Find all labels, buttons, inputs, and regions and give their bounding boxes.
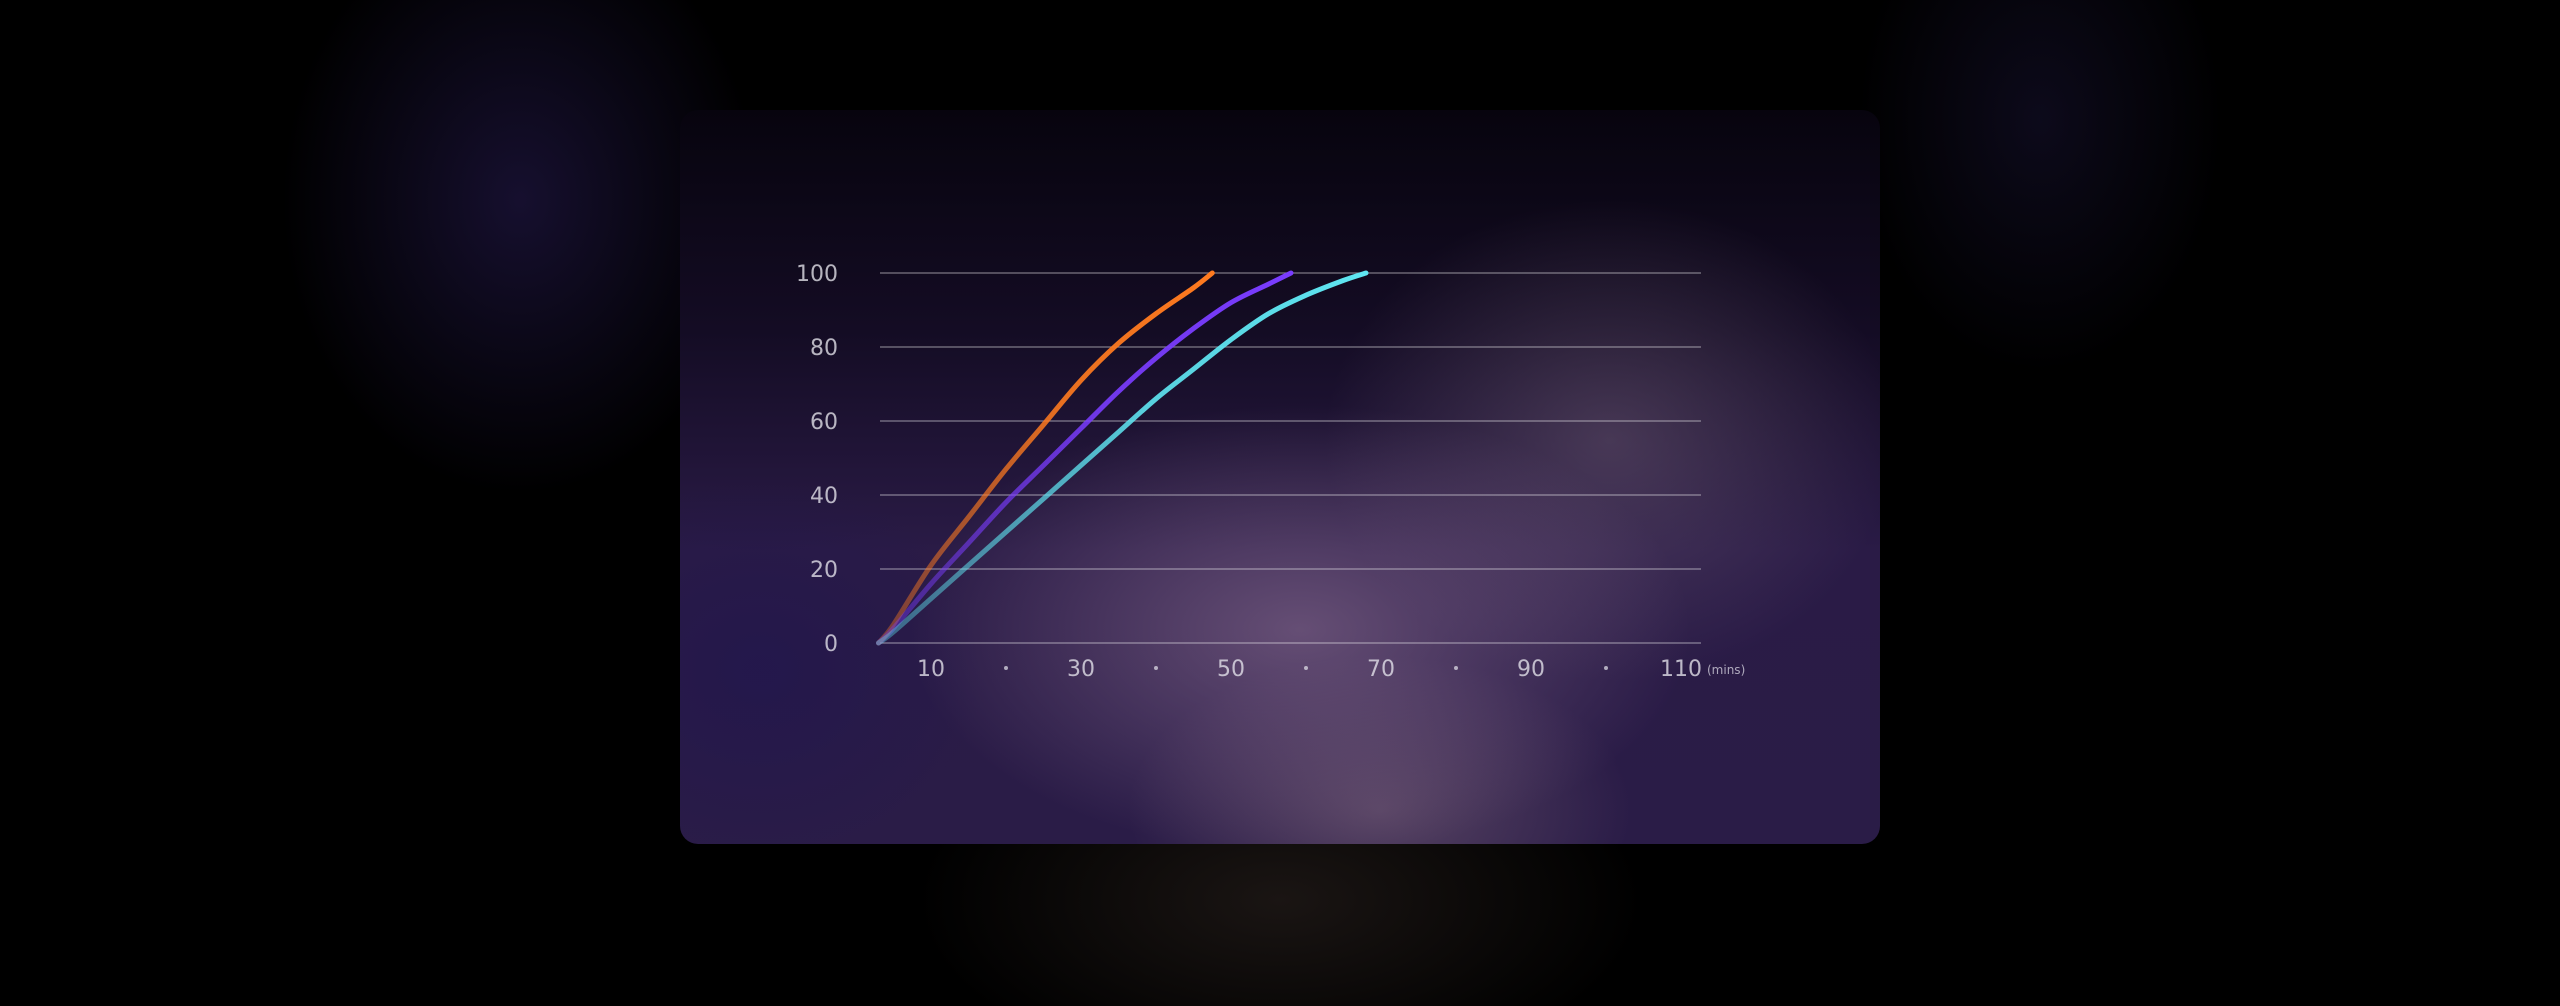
series-line-1 [876,270,1215,646]
x-axis-unit-label: (mins) [1707,663,1745,677]
x-tick-label: 50 [1217,657,1245,682]
x-tick-label: 110 [1660,657,1702,682]
y-tick-label: 100 [796,262,838,287]
x-tick-dot [1454,666,1458,670]
y-tick-label: 80 [810,336,838,361]
series-lines [876,270,1369,646]
y-tick-label: 0 [824,632,838,657]
y-tick-label: 60 [810,410,838,435]
series-line-3 [876,270,1369,646]
y-tick-label: 20 [810,558,838,583]
y-tick-label: 40 [810,484,838,509]
x-tick-label: 90 [1517,657,1545,682]
x-tick-dot [1304,666,1308,670]
x-tick-dot [1604,666,1608,670]
line-chart: 0 20 40 60 80 100 10 30 50 70 90 110 (mins) [796,262,1745,682]
series-line-2 [876,270,1294,646]
chart-panel: 0 20 40 60 80 100 10 30 50 70 90 110 (mins) [680,110,1880,844]
x-tick-dot [1004,666,1008,670]
y-axis-ticks: 0 20 40 60 80 100 [796,262,838,657]
grid-lines [880,272,1701,644]
x-tick-label: 30 [1067,657,1095,682]
x-tick-label: 10 [917,657,945,682]
x-tick-dot [1154,666,1158,670]
x-axis-ticks: 10 30 50 70 90 110 (mins) [917,657,1745,682]
x-tick-label: 70 [1367,657,1395,682]
